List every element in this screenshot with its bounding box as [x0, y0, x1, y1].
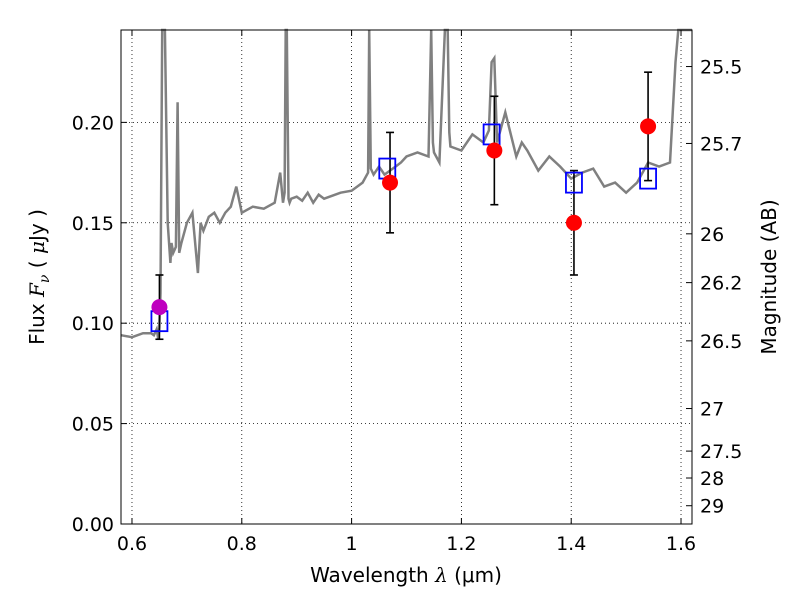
plot-frame: [120, 29, 693, 525]
spectrum-layer: [120, 28, 692, 340]
grid: [121, 30, 692, 525]
observed-photometry-point: [565, 214, 582, 231]
y2-axis-title: Magnitude (AB): [757, 199, 781, 354]
y-tick-label: 0.00: [72, 514, 114, 536]
y2-tick-label: 27: [700, 399, 724, 421]
y-tick-label: 0.20: [72, 112, 114, 134]
model-spectrum-line: [120, 28, 692, 340]
model-photometry-marker: [565, 171, 583, 194]
x-tick-label: 0.6: [117, 533, 147, 555]
x-tick-label: 0.8: [227, 533, 257, 555]
photometry-points: [150, 71, 657, 341]
y2-tick-label: 26: [700, 224, 724, 246]
y2-tick-label: 27.5: [700, 441, 742, 463]
axes: 0.6 0.8 1 1.2 1.4 1.6 0.00 0.05 0.10 0.15 0.20 25.5…: [72, 30, 742, 555]
y2-tick-label: 29: [700, 496, 724, 518]
y2-tick-label: 28: [700, 468, 724, 490]
model-photometry-marker: [639, 167, 657, 190]
x-tick-label: 1: [346, 533, 358, 555]
x-tick-label: 1.4: [556, 533, 586, 555]
y2-tick-label: 26.2: [700, 273, 742, 295]
observed-photometry-point: [640, 118, 657, 135]
observed-photometry-point: [486, 142, 503, 159]
observed-photometry-point: [382, 174, 399, 191]
observed-photometry-point: [151, 299, 168, 316]
y2-tick-label: 25.5: [700, 57, 742, 79]
y-axis-title: Flux Fν ( μJy ): [25, 209, 53, 345]
y2-tick-label: 26.5: [700, 331, 742, 353]
x-tick-label: 1.2: [446, 533, 476, 555]
y-tick-label: 0.10: [72, 313, 114, 335]
x-axis-title: Wavelength λ (μm): [310, 563, 502, 587]
y2-tick-label: 25.7: [700, 133, 742, 155]
y-tick-label: 0.05: [72, 414, 114, 436]
x-tick-label: 1.6: [666, 533, 696, 555]
y-tick-label: 0.15: [72, 213, 114, 235]
